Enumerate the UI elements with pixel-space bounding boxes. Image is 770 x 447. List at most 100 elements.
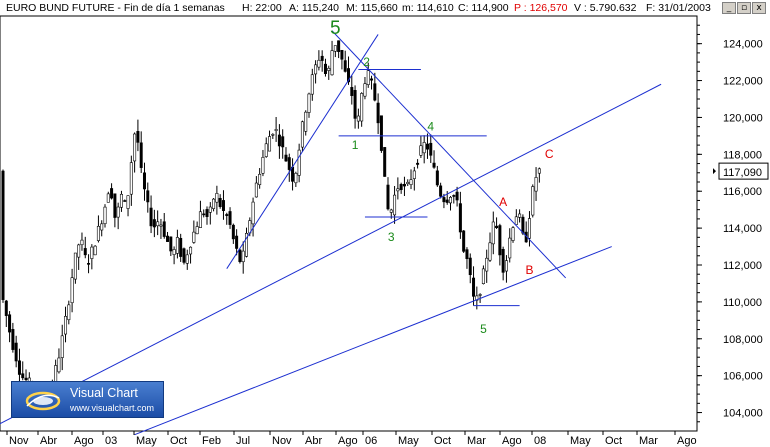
maximize-button[interactable]: ▫ [737, 2, 751, 14]
logo-url: www.visualchart.com [70, 403, 155, 413]
candle-body [221, 200, 225, 211]
x-tick-label: Jul [236, 435, 250, 447]
trendline-2 [226, 34, 379, 269]
candle-body [458, 203, 462, 233]
candle-body [481, 268, 485, 284]
candle-body [212, 198, 216, 209]
candle-body [287, 157, 291, 170]
candle-body [80, 239, 84, 246]
candle-body [521, 216, 525, 234]
candle-body [383, 147, 387, 177]
wave-label-0: 5 [330, 18, 341, 39]
candle-body [537, 168, 541, 174]
candle-body [284, 154, 288, 162]
candle-body [159, 224, 163, 227]
close-button[interactable]: x [752, 2, 766, 14]
candle-body [396, 188, 400, 192]
header-field-7: F: 31/01/2003 [646, 2, 711, 14]
x-tick-label: Abr [305, 435, 322, 447]
minimize-button[interactable]: _ [722, 2, 736, 14]
x-tick-label: Nov [272, 435, 292, 447]
candle-body [87, 263, 91, 265]
candle-body [8, 314, 12, 333]
plot-area: 5 2 1 4 3 5 A B C [0, 15, 698, 436]
candle-body [491, 221, 495, 245]
candle-body [192, 231, 196, 243]
candle-body [96, 225, 100, 241]
candle-body [449, 196, 453, 204]
candle-body [511, 227, 515, 241]
candle-body [412, 170, 416, 179]
wave-label-8: C [545, 147, 554, 161]
y-tick-label: 118,000 [723, 149, 762, 161]
trendline-0 [0, 83, 662, 425]
x-tick-label: May [136, 435, 157, 447]
x-axis: Nov Abr Ago 03 May Oct Feb Jul Nov Abr Ago 06 May Oct… [6, 431, 697, 447]
candle-body [416, 162, 420, 165]
candle-body [225, 214, 229, 216]
candle-body [251, 201, 255, 225]
candle-body [172, 249, 176, 255]
candle-body [215, 193, 219, 203]
candle-body [83, 248, 87, 256]
candle-body [452, 195, 456, 197]
candle-body [258, 173, 262, 186]
y-tick-label: 110,000 [723, 297, 762, 309]
candle-body [231, 224, 235, 240]
candle-body [373, 83, 377, 101]
y-tick-label: 122,000 [723, 76, 763, 88]
x-tick-label: May [570, 435, 591, 447]
candle-body [465, 249, 469, 259]
candle-body [152, 219, 156, 228]
wave-label-2: 1 [352, 138, 359, 152]
wave-label-6: A [499, 195, 507, 209]
candle-body [393, 194, 397, 216]
candle-body [379, 115, 383, 151]
header-field-6: V : 5.790.632 [574, 2, 637, 14]
candle-body [346, 68, 350, 83]
candle-body [64, 316, 68, 335]
candle-body [60, 335, 64, 358]
candle-body [291, 166, 295, 182]
x-tick-label: Nov [9, 435, 29, 447]
candle-body [445, 199, 449, 203]
candle-body [478, 294, 482, 296]
y-tick-label: 120,000 [723, 112, 763, 124]
candle-body [103, 206, 107, 225]
plot-frame [0, 15, 698, 432]
candle-body [472, 277, 476, 297]
candle-body [531, 186, 535, 216]
y-axis: 104,000 106,000 108,000 110,000 112,000 114,0… [697, 24, 769, 423]
candle-body [254, 182, 258, 198]
wave-label-4: 3 [388, 230, 395, 244]
candle-body [123, 200, 127, 202]
candle-body [129, 162, 133, 195]
candle-body [139, 142, 143, 168]
candle-body [455, 191, 459, 201]
candle-body [307, 93, 311, 113]
candle-body [67, 304, 71, 321]
header-field-1: A: 115,240 [289, 2, 339, 14]
trendline-1 [134, 246, 612, 436]
candle-body [198, 211, 202, 228]
y-tick-label: 114,000 [723, 223, 762, 235]
candle-body [241, 250, 245, 263]
candle-body [93, 245, 97, 256]
x-tick-label: Ago [74, 435, 94, 447]
candle-body [218, 198, 222, 207]
candle-body [504, 260, 508, 272]
candle-body [406, 181, 410, 185]
candle-body [297, 149, 301, 176]
candle-body [294, 172, 298, 184]
trendline-3 [331, 30, 567, 279]
x-tick-label: Feb [202, 435, 221, 447]
candle-body [24, 377, 28, 381]
candle-body [495, 225, 499, 229]
last-price-arrow-icon [713, 168, 716, 175]
candle-body [73, 252, 77, 280]
candle-body [70, 277, 74, 304]
candle-body [468, 257, 472, 276]
x-tick-label: May [398, 435, 419, 447]
chart-title: EURO BUND FUTURE - Fin de día 1 semanas [6, 2, 225, 14]
